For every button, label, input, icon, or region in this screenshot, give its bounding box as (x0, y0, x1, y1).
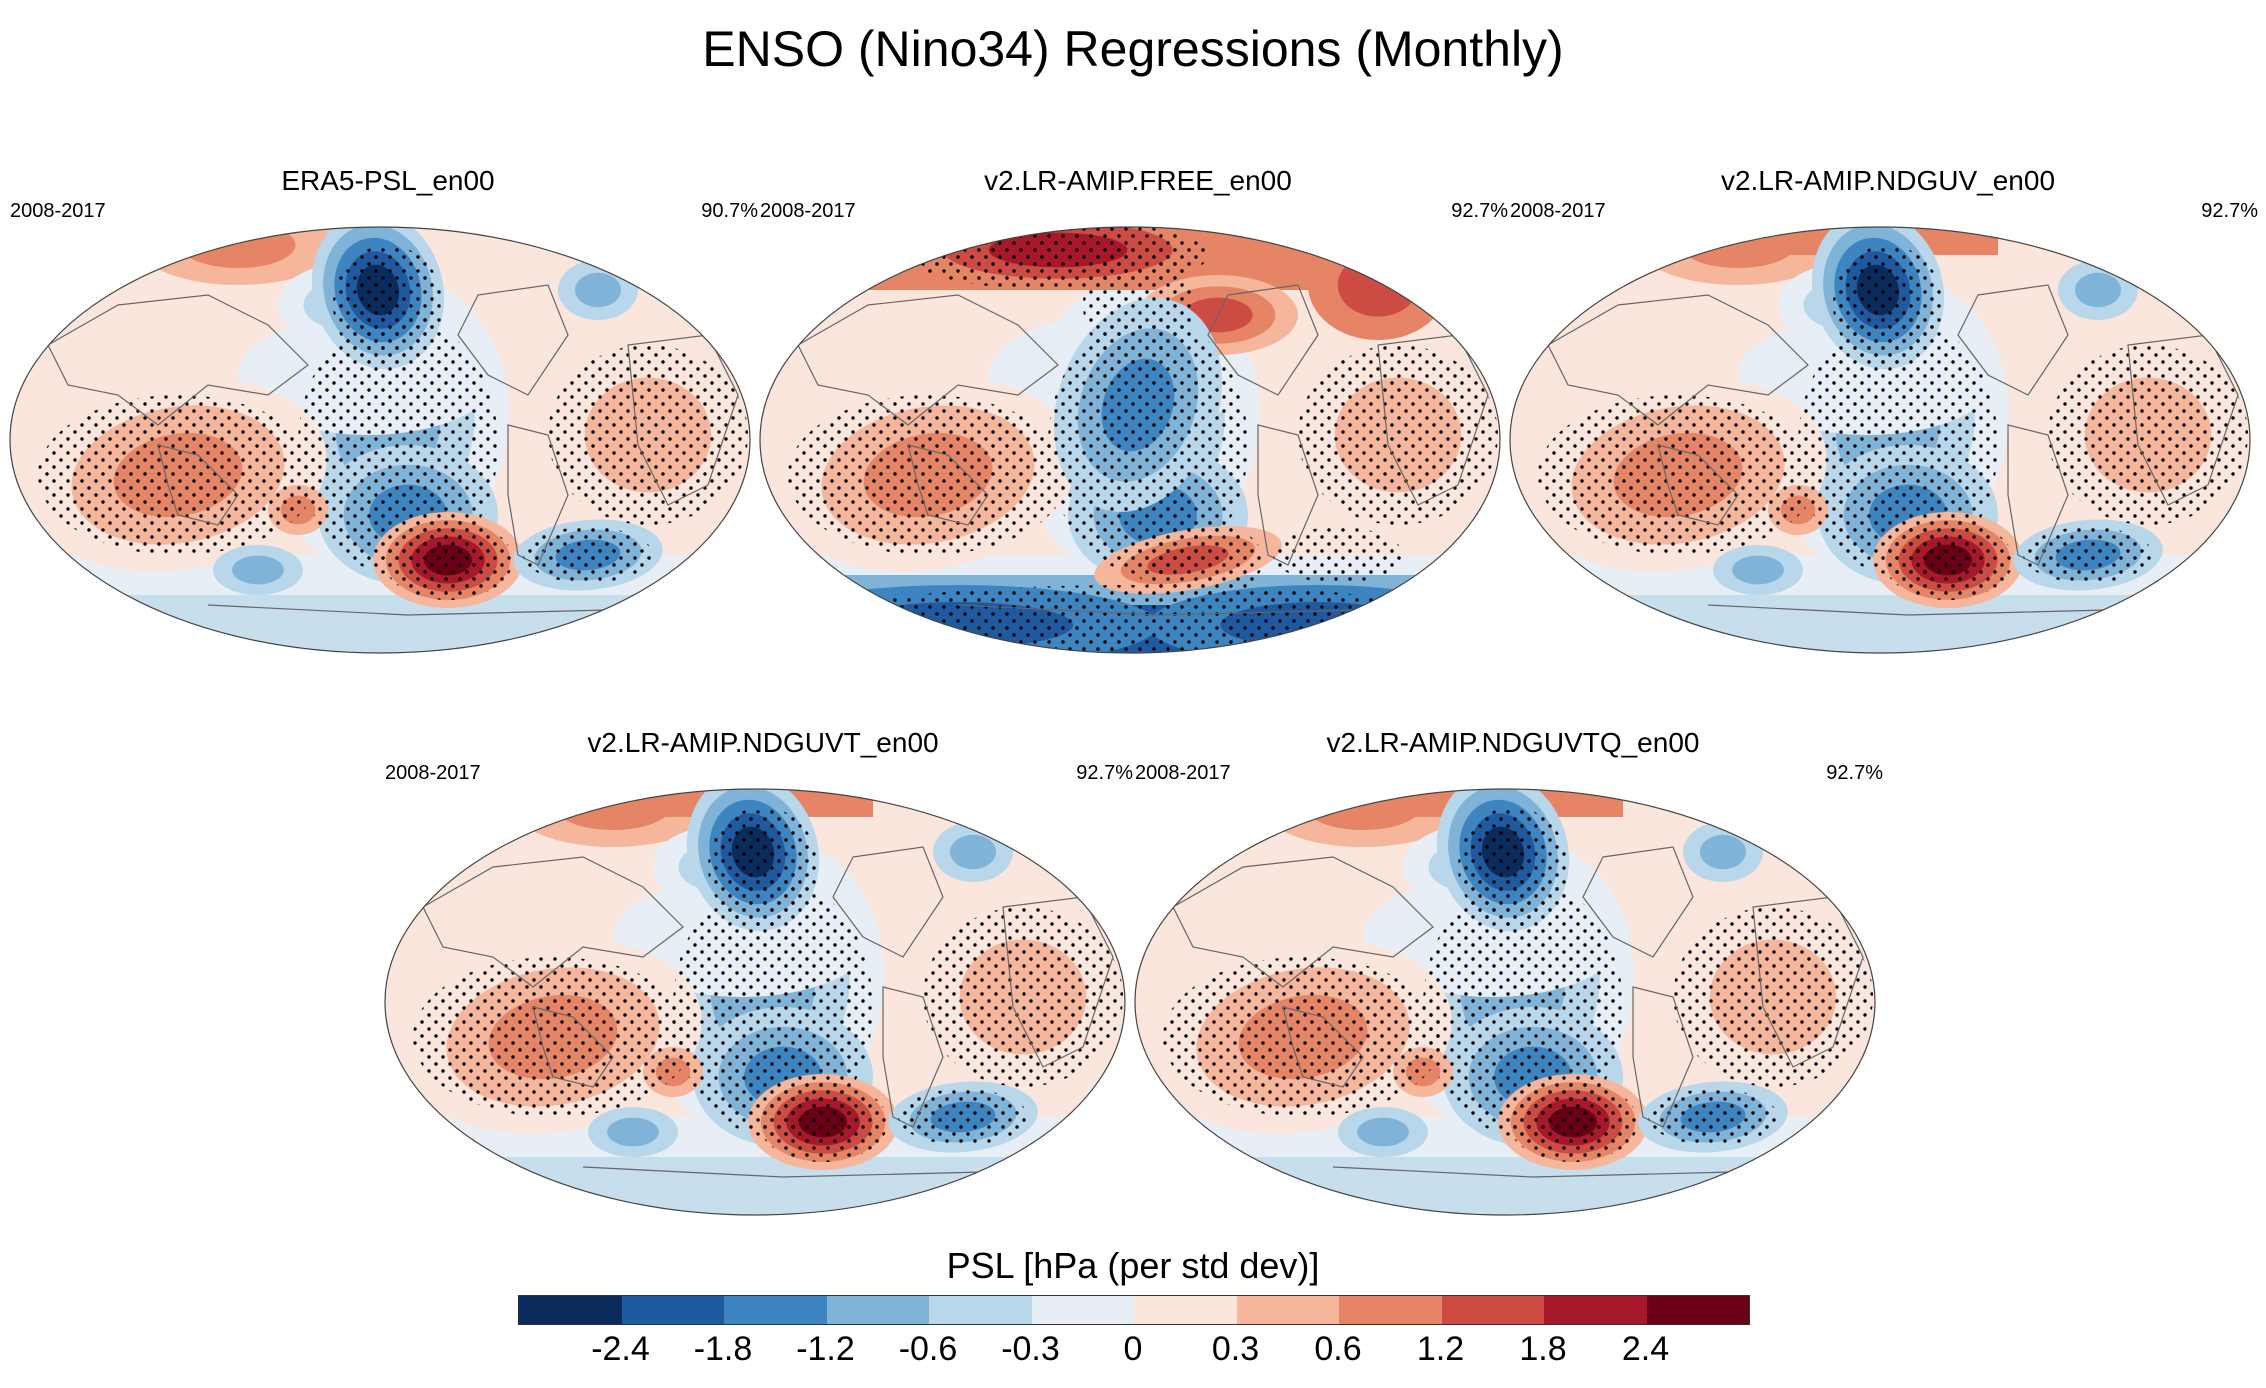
map-panel: v2.LR-AMIP.NDGUVT_en00 2008-2017 92.7% (383, 727, 1143, 1227)
map-panel: ERA5-PSL_en00 2008-2017 90.7% (8, 165, 768, 665)
world-map (1509, 226, 2251, 654)
colorbar-swatch (1236, 1296, 1339, 1324)
colorbar-tick-label: -2.4 (591, 1330, 650, 1368)
map-panel: v2.LR-AMIP.NDGUVTQ_en00 2008-2017 92.7% (1133, 727, 1893, 1227)
world-map (759, 226, 1501, 654)
coastline (507, 424, 569, 566)
colorbar-tick-label: -0.6 (898, 1330, 958, 1368)
colorbar-tick-label: 1.8 (1519, 1330, 1567, 1368)
panel-period: 2008-2017 (1135, 762, 1231, 784)
world-map (9, 226, 751, 654)
colorbar-tick-label: 2.4 (1621, 1330, 1670, 1368)
colorbar-swatch (1646, 1296, 1749, 1324)
panel-percent: 92.7% (1076, 762, 1133, 784)
coastline (1547, 294, 1809, 426)
coastline (422, 856, 684, 988)
panel-period: 2008-2017 (385, 762, 481, 784)
panel-period: 2008-2017 (1510, 200, 1606, 222)
colorbar-swatch (1544, 1296, 1647, 1324)
coastline (1282, 1006, 1364, 1088)
coastline (1172, 856, 1434, 988)
coastline (47, 294, 309, 426)
colorbar-swatch (929, 1296, 1032, 1324)
coastline (1207, 284, 1319, 396)
coastline (1632, 986, 1694, 1128)
colorbar-swatch (826, 1296, 929, 1324)
coastline (1657, 444, 1739, 526)
colorbar-labels: -2.4 -1.8 -1.2 -0.6 -0.3 0 0.3 0.6 1.2 1.8 2.4 (518, 1330, 1748, 1370)
coastline (1257, 424, 1319, 566)
coastline (157, 444, 239, 526)
colorbar-tick-label: -0.3 (1001, 1330, 1060, 1368)
colorbar-swatch (1031, 1296, 1134, 1324)
colorbar-tick-label: 0.6 (1314, 1330, 1362, 1368)
coastline (907, 444, 989, 526)
coastline (1957, 284, 2069, 396)
world-map (1134, 788, 1876, 1216)
colorbar-swatch (1339, 1296, 1442, 1324)
coastline (457, 284, 569, 396)
panel-title: v2.LR-AMIP.FREE_en00 (984, 165, 1292, 196)
colorbar-tick-label: 1.2 (1416, 1330, 1465, 1368)
panel-title: v2.LR-AMIP.NDGUVT_en00 (587, 727, 939, 758)
panel-title: ERA5-PSL_en00 (281, 165, 495, 196)
panel-period: 2008-2017 (760, 200, 856, 222)
colorbar-title: PSL [hPa (per std dev)] (946, 1245, 1320, 1286)
panel-period: 2008-2017 (10, 200, 106, 222)
panel-title: v2.LR-AMIP.NDGUV_en00 (1720, 165, 2056, 196)
colorbar-tick-label: 0.3 (1211, 1330, 1260, 1368)
colorbar-swatch (519, 1296, 622, 1324)
colorbar-tick-label: -1.2 (796, 1330, 855, 1368)
colorbar-swatch (724, 1296, 827, 1324)
world-map (384, 788, 1126, 1216)
map-panel: v2.LR-AMIP.NDGUV_en00 2008-2017 92.7% (1508, 165, 2266, 665)
coastline (832, 846, 944, 958)
colorbar-swatch (1134, 1296, 1237, 1324)
figure-title: ENSO (Nino34) Regressions (Monthly) (702, 21, 1564, 77)
coastline (532, 1006, 614, 1088)
map-field (1510, 227, 2250, 653)
colorbar-swatch (621, 1296, 724, 1324)
coastline (1582, 846, 1694, 958)
panel-percent: 92.7% (2201, 200, 2258, 222)
coastline (797, 294, 1059, 426)
colorbar-swatch (1441, 1296, 1544, 1324)
map-field (385, 789, 1125, 1215)
panel-percent: 92.7% (1826, 762, 1883, 784)
colorbar-tick-label: 0 (1123, 1330, 1143, 1368)
coastline (2007, 424, 2069, 566)
map-panel: v2.LR-AMIP.FREE_en00 2008-2017 92.7% (758, 165, 1518, 665)
coastline (882, 986, 944, 1128)
colorbar-tick-label: -1.8 (693, 1330, 753, 1368)
panel-title: v2.LR-AMIP.NDGUVTQ_en00 (1326, 727, 1700, 758)
map-field (10, 227, 750, 653)
panel-percent: 90.7% (701, 200, 758, 222)
panel-percent: 92.7% (1451, 200, 1508, 222)
colorbar (518, 1295, 1750, 1325)
